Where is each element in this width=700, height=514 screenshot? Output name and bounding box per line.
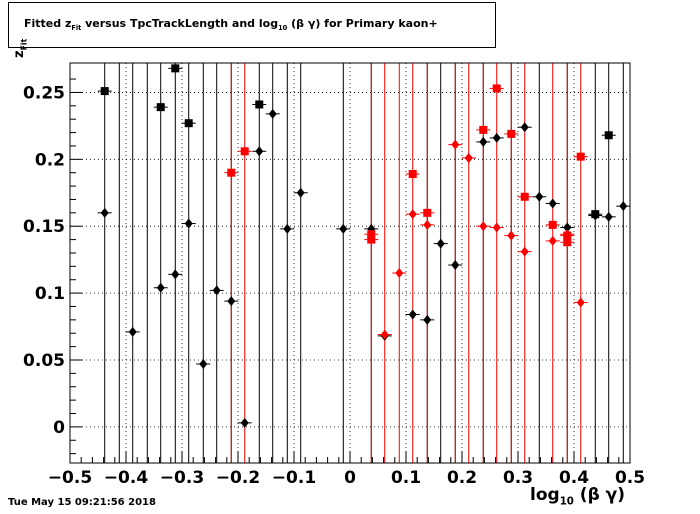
- x-tick-label: −0.4: [104, 468, 149, 488]
- x-tick-label: 0.4: [559, 468, 589, 488]
- data-point-diamond: [100, 207, 109, 218]
- x-tick-label: −0.5: [48, 468, 92, 488]
- timestamp: Tue May 15 09:21:56 2018: [8, 497, 156, 508]
- data-point-diamond: [576, 297, 585, 308]
- data-point-diamond: [227, 296, 236, 307]
- data-point-square: [171, 64, 180, 73]
- x-tick-label: 0.1: [391, 468, 421, 488]
- data-point-square: [576, 152, 585, 161]
- data-point-square: [604, 131, 613, 140]
- data-point-diamond: [535, 191, 544, 202]
- y-tick-label: 0.05: [23, 351, 65, 371]
- data-point-diamond: [408, 309, 417, 320]
- data-point-diamond: [548, 198, 557, 209]
- data-point-diamond: [451, 260, 460, 271]
- x-tick-label: 0.5: [615, 468, 645, 488]
- data-point-diamond: [128, 326, 137, 337]
- chart-title: Fitted zFit versus TpcTrackLength and lo…: [24, 17, 438, 33]
- data-point-diamond: [548, 235, 557, 246]
- y-tick-label: 0.2: [35, 150, 65, 170]
- data-point-diamond: [520, 122, 529, 133]
- data-point-diamond: [591, 210, 600, 221]
- data-point-square: [548, 220, 557, 229]
- data-point-diamond: [268, 108, 277, 119]
- data-point-square: [507, 129, 516, 138]
- data-point-diamond: [339, 223, 348, 234]
- vertical-lines: [104, 63, 624, 463]
- axis-ticks: [69, 78, 631, 463]
- x-axis-label: log10 (β γ): [530, 485, 625, 508]
- data-point-square: [492, 84, 501, 93]
- data-point-diamond: [507, 230, 516, 241]
- tick-labels: −0.5 −0.4 −0.3 −0.2 −0.1 0 0.1 0.2 0.3 0.4 0.5 0 0.0…: [23, 83, 645, 488]
- x-tick-label: −0.2: [216, 468, 260, 488]
- data-point-square: [156, 103, 165, 112]
- data-point-diamond: [563, 229, 572, 240]
- data-point-diamond: [520, 246, 529, 257]
- data-point-square: [408, 170, 417, 179]
- y-axis-label: zFit: [12, 38, 29, 58]
- data-point-diamond: [171, 269, 180, 280]
- data-point-diamond: [240, 417, 249, 428]
- data-point-diamond: [451, 139, 460, 150]
- grid-lines: [69, 63, 631, 463]
- x-tick-label: −0.1: [272, 468, 316, 488]
- data-point-diamond: [464, 152, 473, 163]
- data-point-diamond: [283, 223, 292, 234]
- data-points: [97, 64, 631, 428]
- data-point-square: [367, 235, 376, 244]
- data-point-square: [184, 119, 193, 128]
- data-point-square: [240, 147, 249, 156]
- data-point-square: [255, 100, 264, 109]
- data-point-square: [227, 168, 236, 177]
- y-tick-label: 0.1: [35, 284, 65, 304]
- data-point-square: [563, 238, 572, 247]
- data-point-diamond: [212, 285, 221, 296]
- data-point-diamond: [395, 268, 404, 279]
- data-point-diamond: [296, 187, 305, 198]
- data-point-diamond: [563, 222, 572, 233]
- x-tick-label: 0.3: [503, 468, 533, 488]
- data-point-square: [100, 87, 109, 96]
- data-point-square: [423, 208, 432, 217]
- data-point-diamond: [255, 146, 264, 157]
- data-point-diamond: [199, 359, 208, 370]
- y-tick-label: 0.25: [23, 83, 65, 103]
- data-point-diamond: [184, 218, 193, 229]
- title-box: Fitted zFit versus TpcTrackLength and lo…: [8, 2, 496, 48]
- x-tick-label: 0.2: [447, 468, 477, 488]
- data-point-square: [367, 230, 376, 239]
- data-point-diamond: [479, 221, 488, 232]
- x-tick-label: 0: [344, 468, 356, 488]
- data-point-diamond: [479, 136, 488, 147]
- data-point-diamond: [156, 282, 165, 293]
- data-point-square: [520, 192, 529, 201]
- data-point-diamond: [423, 314, 432, 325]
- y-tick-label: 0: [53, 418, 65, 438]
- y-tick-label: 0.15: [23, 217, 65, 237]
- data-point-diamond: [380, 329, 389, 340]
- data-point-diamond: [423, 219, 432, 230]
- data-point-diamond: [436, 238, 445, 249]
- data-point-diamond: [492, 222, 501, 233]
- data-point-diamond: [604, 211, 613, 222]
- data-point-diamond: [619, 201, 628, 212]
- data-point-diamond: [492, 132, 501, 143]
- x-tick-label: −0.3: [160, 468, 204, 488]
- data-point-diamond: [408, 209, 417, 220]
- data-point-square: [479, 125, 488, 134]
